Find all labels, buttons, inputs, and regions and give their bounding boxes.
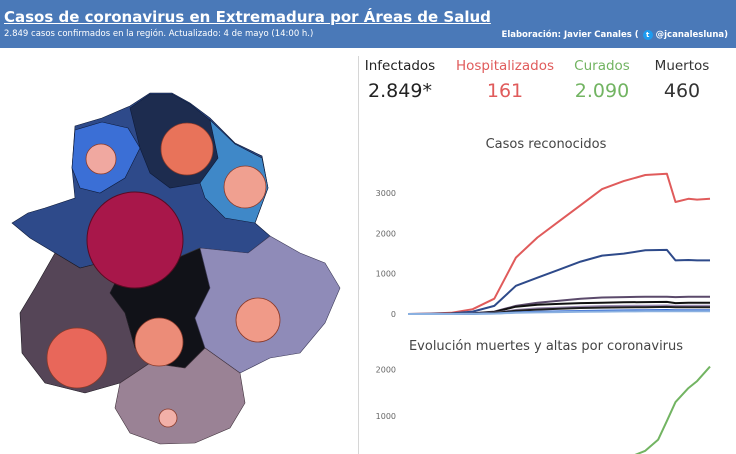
chart-0-ytick-3000: 3000 xyxy=(376,189,396,198)
page-subtitle: 2.849 casos confirmados en la región. Ac… xyxy=(4,29,314,39)
credit-prefix: Elaboración: Javier Canales ( xyxy=(501,30,639,40)
stat-deaths-value: 460 xyxy=(663,80,701,102)
stat-recovered: Curados 2.090 xyxy=(547,58,657,102)
chart-1-series-0-line xyxy=(634,365,711,454)
twitter-icon[interactable]: t xyxy=(642,30,653,40)
stat-deaths-label: Muertos xyxy=(654,58,710,74)
chart-0-title: Casos reconocidos xyxy=(486,137,607,152)
chart-0-ytick-2000: 2000 xyxy=(376,229,396,238)
stat-recovered-label: Curados xyxy=(574,58,630,74)
bubble-plasencia[interactable] xyxy=(160,122,214,176)
chart-1-title: Evolución muertes y altas por coronaviru… xyxy=(409,339,683,354)
header-bar: Casos de coronavirus en Extremadura por … xyxy=(0,0,736,48)
bubble-llerena[interactable] xyxy=(158,408,178,428)
bubble-badajoz-west[interactable] xyxy=(46,327,108,389)
chart-1-ytick-1000: 1000 xyxy=(376,412,396,421)
charts-panel: Casos reconocidos 0 1000 2000 3000 Evolución … xyxy=(376,137,711,454)
stat-hospitalized-value: 161 xyxy=(486,80,524,102)
credit-handle[interactable]: @jcanalesluna) xyxy=(655,30,728,40)
stat-infected-value: 2.849* xyxy=(368,80,432,102)
chart-1-ytick-2000: 2000 xyxy=(376,365,396,374)
bubble-navalmoral[interactable] xyxy=(223,165,267,209)
chart-0-ytick-0: 0 xyxy=(391,310,396,319)
chart-0-series-0-line xyxy=(407,172,711,315)
chart-0-series-1-line xyxy=(407,248,710,315)
bubble-badajoz-large[interactable] xyxy=(86,191,184,289)
chart-0-series-7-line xyxy=(408,310,710,315)
stat-deaths: Muertos 460 xyxy=(627,58,736,102)
stats-panel: Infectados 2.849* Hospitalizados 161 Cur… xyxy=(362,58,736,128)
stat-infected: Infectados 2.849* xyxy=(345,58,455,102)
chart-0-ytick-1000: 1000 xyxy=(376,270,396,279)
stat-infected-label: Infectados xyxy=(364,58,436,74)
page-title[interactable]: Casos de coronavirus en Extremadura por … xyxy=(4,8,491,26)
extremadura-health-areas-map[interactable] xyxy=(0,48,358,454)
panel-divider xyxy=(358,56,359,454)
bubble-merida[interactable] xyxy=(134,317,184,367)
author-credit: Elaboración: Javier Canales ( t @jcanale… xyxy=(502,30,728,40)
bubble-coria[interactable] xyxy=(85,143,117,175)
bubble-don-benito[interactable] xyxy=(235,297,281,343)
stat-hospitalized-label: Hospitalizados xyxy=(455,58,555,74)
stat-hospitalized: Hospitalizados 161 xyxy=(450,58,560,102)
stat-recovered-value: 2.090 xyxy=(574,80,630,102)
map-region-llerena[interactable] xyxy=(114,347,246,445)
